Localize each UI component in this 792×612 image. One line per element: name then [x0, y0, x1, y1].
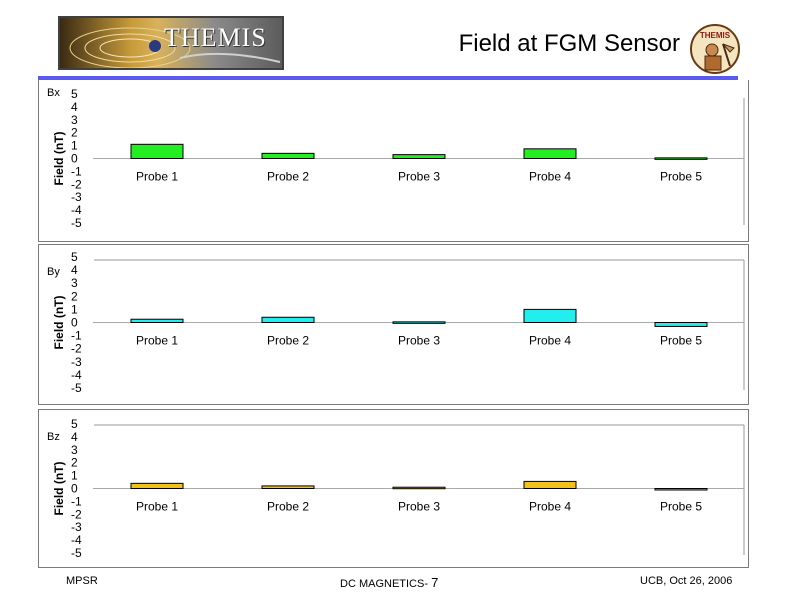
- y-tick-label: -5: [71, 546, 82, 560]
- y-tick-label: -3: [71, 355, 82, 369]
- panel-label: By: [47, 266, 60, 278]
- logo-text: THEMIS: [164, 23, 267, 52]
- seal-text: THEMIS: [700, 31, 731, 40]
- title-underline: [38, 76, 738, 80]
- category-label: Probe 1: [136, 170, 178, 184]
- bar-probe-2: [261, 152, 315, 159]
- themis-logo: THEMIS: [58, 16, 284, 70]
- category-label: Probe 3: [398, 500, 440, 514]
- bz-panel: Bz Field (nT) 5 4 3 2 1 0 -1 -2 -3 -4 -5 Probe 1 Probe…: [38, 409, 749, 568]
- y-tick-label: 5: [71, 417, 78, 431]
- y-tick-label: -5: [71, 381, 82, 395]
- y-tick-label: -2: [71, 507, 82, 521]
- category-label: Probe 1: [136, 334, 178, 348]
- y-tick-label: -3: [71, 190, 82, 204]
- y-tick-label: -1: [71, 329, 82, 343]
- bar-probe-3: [392, 154, 446, 159]
- bar-probe-3: [392, 486, 446, 490]
- y-tick-label: 5: [71, 250, 78, 264]
- y-tick-label: 3: [71, 276, 78, 290]
- y-tick-label: -1: [71, 494, 82, 508]
- category-label: Probe 4: [529, 500, 571, 514]
- page-title: Field at FGM Sensor: [458, 30, 680, 57]
- y-tick-label: 0: [71, 152, 78, 166]
- panel-label: Bz: [47, 431, 60, 443]
- category-label: Probe 5: [660, 500, 702, 514]
- y-tick-label: 0: [71, 482, 78, 496]
- category-label: Probe 5: [660, 334, 702, 348]
- themis-mascot-seal: THEMIS: [690, 22, 740, 76]
- by-panel: By Field (nT) 5 4 3 2 1 0 -1 -2 -3 -4 -5 Probe 1 Probe…: [38, 244, 749, 405]
- bar-probe-2: [261, 485, 315, 489]
- y-tick-label: 3: [71, 443, 78, 457]
- panel-label: Bx: [47, 87, 60, 99]
- y-tick-label: -4: [71, 203, 82, 217]
- y-tick-label: 1: [71, 469, 78, 483]
- y-tick-label: -4: [71, 533, 82, 547]
- bar-probe-4: [523, 480, 577, 489]
- y-tick-label: 1: [71, 302, 78, 316]
- bar-probe-4: [523, 148, 577, 159]
- category-label: Probe 3: [398, 170, 440, 184]
- bar-probe-5: [654, 488, 708, 491]
- bar-probe-1: [130, 482, 184, 489]
- category-label: Probe 2: [267, 500, 309, 514]
- y-axis-title: Field (nT): [52, 296, 66, 350]
- category-label: Probe 4: [529, 334, 571, 348]
- bar-probe-3: [392, 321, 446, 324]
- y-tick-label: 4: [71, 100, 78, 114]
- y-tick-label: -5: [71, 216, 82, 230]
- bar-probe-4: [523, 308, 577, 324]
- bar-probe-5: [654, 157, 708, 160]
- y-tick-label: -3: [71, 520, 82, 534]
- y-tick-label: 1: [71, 139, 78, 153]
- logo-orbit-graphic: [69, 27, 281, 68]
- y-tick-label: -4: [71, 368, 82, 382]
- y-tick-label: 5: [71, 87, 78, 101]
- y-axis-title: Field (nT): [52, 462, 66, 516]
- bar-probe-1: [130, 143, 184, 159]
- bar-probe-5: [654, 322, 708, 327]
- y-tick-label: -2: [71, 342, 82, 356]
- y-tick-label: 4: [71, 430, 78, 444]
- footer-right: UCB, Oct 26, 2006: [640, 575, 733, 587]
- footer-center-label: DC MAGNETICS-: [340, 578, 428, 590]
- category-label: Probe 2: [267, 334, 309, 348]
- y-axis-title: Field (nT): [52, 132, 66, 186]
- page-number: 7: [431, 575, 439, 590]
- bar-probe-1: [130, 318, 184, 323]
- y-tick-label: -2: [71, 177, 82, 191]
- y-tick-label: 0: [71, 316, 78, 330]
- y-tick-label: -1: [71, 164, 82, 178]
- bx-panel: Bx Field (nT) 5 4 3 2 1 0 -1 -2 -3 -4 -5 Probe 1 Probe…: [38, 80, 749, 242]
- y-tick-label: 2: [71, 289, 78, 303]
- y-tick-label: 4: [71, 263, 78, 277]
- y-tick-label: 2: [71, 126, 78, 140]
- y-tick-label: 2: [71, 456, 78, 470]
- footer-center: DC MAGNETICS- 7: [340, 575, 438, 590]
- category-label: Probe 4: [529, 170, 571, 184]
- category-label: Probe 2: [267, 170, 309, 184]
- y-tick-label: 3: [71, 113, 78, 127]
- category-label: Probe 5: [660, 170, 702, 184]
- category-label: Probe 3: [398, 334, 440, 348]
- bar-probe-2: [261, 316, 315, 324]
- category-label: Probe 1: [136, 500, 178, 514]
- footer-left: MPSR: [66, 575, 98, 587]
